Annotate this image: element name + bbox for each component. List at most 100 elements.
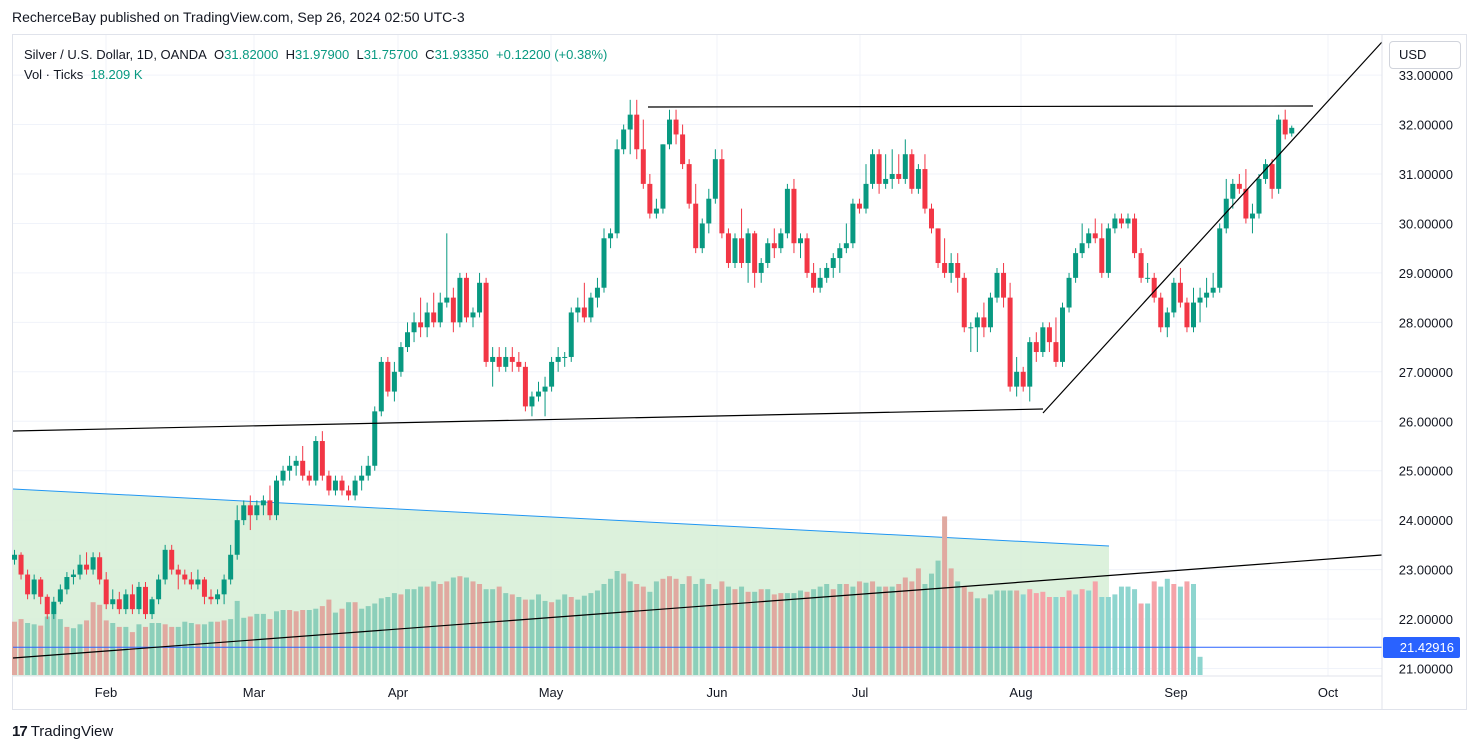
candle-body xyxy=(798,238,803,244)
volume-bar xyxy=(824,584,830,675)
candle-body xyxy=(1040,327,1046,353)
candle-body xyxy=(103,579,109,605)
candle-body xyxy=(961,277,967,328)
volume-bar xyxy=(758,589,764,675)
volume-bar xyxy=(915,568,921,675)
volume-bar xyxy=(156,623,162,675)
volume-bar xyxy=(411,589,417,675)
candle-body xyxy=(313,441,319,481)
volume-bar xyxy=(188,623,194,675)
volume-bar xyxy=(149,623,155,675)
candle-body xyxy=(293,460,299,466)
candle-body xyxy=(1066,277,1072,308)
price-tick-label: 32.00000 xyxy=(1399,118,1453,133)
price-tick-label: 29.00000 xyxy=(1399,266,1453,281)
symbol-name[interactable]: Silver / U.S. Dollar, 1D, OANDA xyxy=(24,47,207,62)
candle-body xyxy=(765,243,771,264)
volume-bar xyxy=(870,581,876,675)
candle-body xyxy=(359,475,365,481)
candle-body xyxy=(123,594,129,610)
change-value: +0.12200 (+0.38%) xyxy=(496,47,608,62)
volume-bar xyxy=(1033,593,1039,675)
volume-bar xyxy=(503,593,509,675)
volume-bar xyxy=(77,624,83,675)
volume-bar xyxy=(843,584,849,675)
candle-body xyxy=(221,579,227,595)
volume-bar xyxy=(673,578,679,675)
candle-body xyxy=(1073,253,1079,278)
candle-body xyxy=(339,480,345,491)
candle-body xyxy=(817,277,823,288)
volume-bar xyxy=(935,560,941,675)
trend-line xyxy=(12,554,1383,659)
candle-body xyxy=(319,441,325,476)
candle-body xyxy=(647,183,653,214)
volume-bar xyxy=(1197,656,1203,675)
candle-body xyxy=(981,317,987,328)
volume-label[interactable]: Vol · Ticks xyxy=(24,67,84,82)
candle-body xyxy=(1125,218,1131,224)
volume-bar xyxy=(260,613,266,675)
volume-bar xyxy=(234,600,240,675)
candle-body xyxy=(758,263,764,273)
candle-body xyxy=(411,322,417,333)
candle-body xyxy=(64,577,70,590)
volume-bar xyxy=(575,599,581,675)
candle-body xyxy=(1033,342,1039,353)
candle-body xyxy=(162,549,168,580)
volume-bar xyxy=(660,578,666,675)
tradingview-footer[interactable]: 17 TradingView xyxy=(12,723,113,740)
volume-bar xyxy=(326,599,332,675)
candle-body xyxy=(955,263,961,278)
volume-bar xyxy=(116,626,122,675)
candle-body xyxy=(31,579,37,595)
candle-body xyxy=(1171,282,1177,313)
volume-bar xyxy=(90,602,96,675)
candle-body xyxy=(477,282,483,313)
candle-body xyxy=(457,277,463,323)
volume-bar xyxy=(804,591,810,675)
candle-body xyxy=(791,188,797,244)
volume-bar xyxy=(372,603,378,675)
price-tick-label: 31.00000 xyxy=(1399,167,1453,182)
candle-body xyxy=(994,272,1000,298)
candle-body xyxy=(84,564,90,570)
candle-body xyxy=(1014,371,1020,387)
price-tick-label: 28.00000 xyxy=(1399,315,1453,330)
candle-body xyxy=(1132,218,1138,254)
volume-bar xyxy=(536,594,541,675)
volume-bar xyxy=(195,624,201,675)
candle-body xyxy=(935,228,941,264)
volume-bar xyxy=(640,586,646,675)
volume-bar xyxy=(418,586,424,675)
volume-bar xyxy=(424,586,430,675)
candle-body xyxy=(70,574,76,578)
time-tick-label: Mar xyxy=(243,685,266,700)
tradingview-brand: TradingView xyxy=(30,723,114,740)
volume-bar xyxy=(961,586,967,675)
candle-body xyxy=(169,549,175,570)
volume-bar xyxy=(300,610,306,675)
candle-body xyxy=(974,317,980,328)
volume-bar xyxy=(97,604,103,675)
volume-bar xyxy=(129,632,135,675)
time-tick-label: Sep xyxy=(1164,685,1187,700)
volume-bar xyxy=(798,590,803,675)
candle-body xyxy=(568,312,574,357)
candle-body xyxy=(215,594,221,600)
candle-body xyxy=(889,174,895,179)
candle-body xyxy=(1112,218,1118,229)
volume-bar xyxy=(280,610,286,675)
volume-bar xyxy=(51,613,57,675)
candle-body xyxy=(614,149,620,234)
candle-body xyxy=(51,601,57,615)
candle-body xyxy=(1197,297,1203,303)
currency-button[interactable]: USD xyxy=(1389,41,1461,69)
volume-bar xyxy=(614,571,620,675)
volume-bar xyxy=(1046,597,1052,675)
volume-bar xyxy=(653,581,659,675)
volume-bar xyxy=(38,625,44,675)
candle-body xyxy=(581,307,587,318)
volume-bar xyxy=(470,581,476,675)
